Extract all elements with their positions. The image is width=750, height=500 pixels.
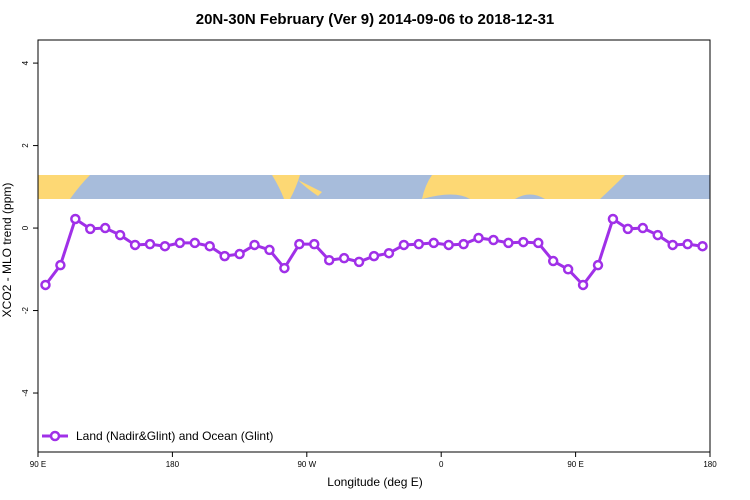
x-tick-label: 90 E [567,460,583,469]
land [422,175,625,199]
land [298,180,322,196]
point [234,248,245,260]
point [279,262,290,274]
y-tick-label: -4 [21,389,30,397]
point [114,229,126,241]
point [622,223,634,235]
plot-frame [37,39,711,453]
point [458,238,469,250]
point [652,229,663,241]
x-tick-label: 90 E [30,460,46,469]
point [473,232,484,244]
x-tick-label: 180 [166,460,180,469]
legend-label: Land (Nadir&Glint) and Ocean (Glint) [76,429,273,443]
land [272,175,300,199]
point [383,247,395,259]
y-tick-label: 0 [21,225,30,230]
point [637,222,649,234]
chart-title: 20N-30N February (Ver 9) 2014-09-06 to 2… [196,11,555,28]
point [592,259,604,271]
x-tick-label: 0 [439,460,444,469]
x-tick-label: 180 [703,460,717,469]
y-tick-label: -2 [21,306,30,314]
point [428,237,439,249]
point [368,250,380,262]
point [55,259,66,271]
point [338,252,350,264]
legend: Land (Nadir&Glint) and Ocean (Glint) [42,429,273,443]
x-axis-label: Longitude (deg E) [327,475,422,489]
point [99,222,111,234]
point [697,240,708,252]
point [323,254,335,266]
legend-marker [49,430,61,442]
point [562,264,574,275]
point [413,238,425,250]
point [518,236,529,248]
point [294,238,305,250]
point [547,255,559,267]
point [577,279,589,291]
point [40,279,51,291]
point [682,238,693,250]
point [129,239,141,251]
y-axis-label: XCO2 - MLO trend (ppm) [0,183,14,318]
map-strip [38,175,710,199]
point [353,256,365,268]
point [144,238,156,250]
y-tick-label: 4 [21,60,30,65]
point [219,250,230,262]
point [503,237,514,249]
point [159,240,171,252]
point [85,223,96,235]
point [443,239,454,251]
point [533,237,544,249]
point [249,239,260,251]
point [174,237,186,249]
point [70,213,81,225]
y-tick-label: 2 [21,143,30,148]
x-tick-label: 90 W [297,460,316,469]
point [607,213,619,225]
point [667,239,678,251]
point [264,244,275,256]
point [398,239,410,251]
point [189,237,201,249]
point [309,238,320,250]
point [488,234,499,246]
point [204,240,215,252]
land [38,175,90,199]
